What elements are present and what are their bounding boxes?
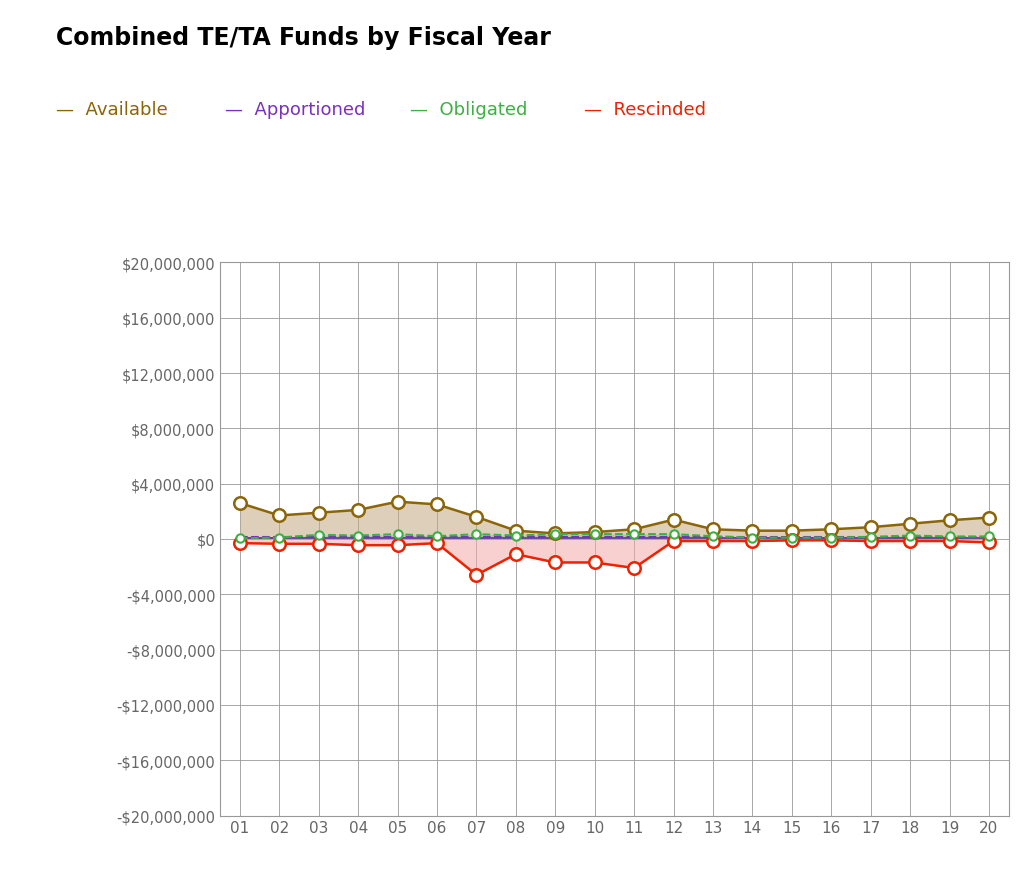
Text: —  Obligated: — Obligated [410, 101, 527, 119]
Text: —  Apportioned: — Apportioned [225, 101, 366, 119]
Text: —  Available: — Available [56, 101, 168, 119]
Text: —  Rescinded: — Rescinded [584, 101, 706, 119]
Text: Combined TE/TA Funds by Fiscal Year: Combined TE/TA Funds by Fiscal Year [56, 26, 551, 50]
